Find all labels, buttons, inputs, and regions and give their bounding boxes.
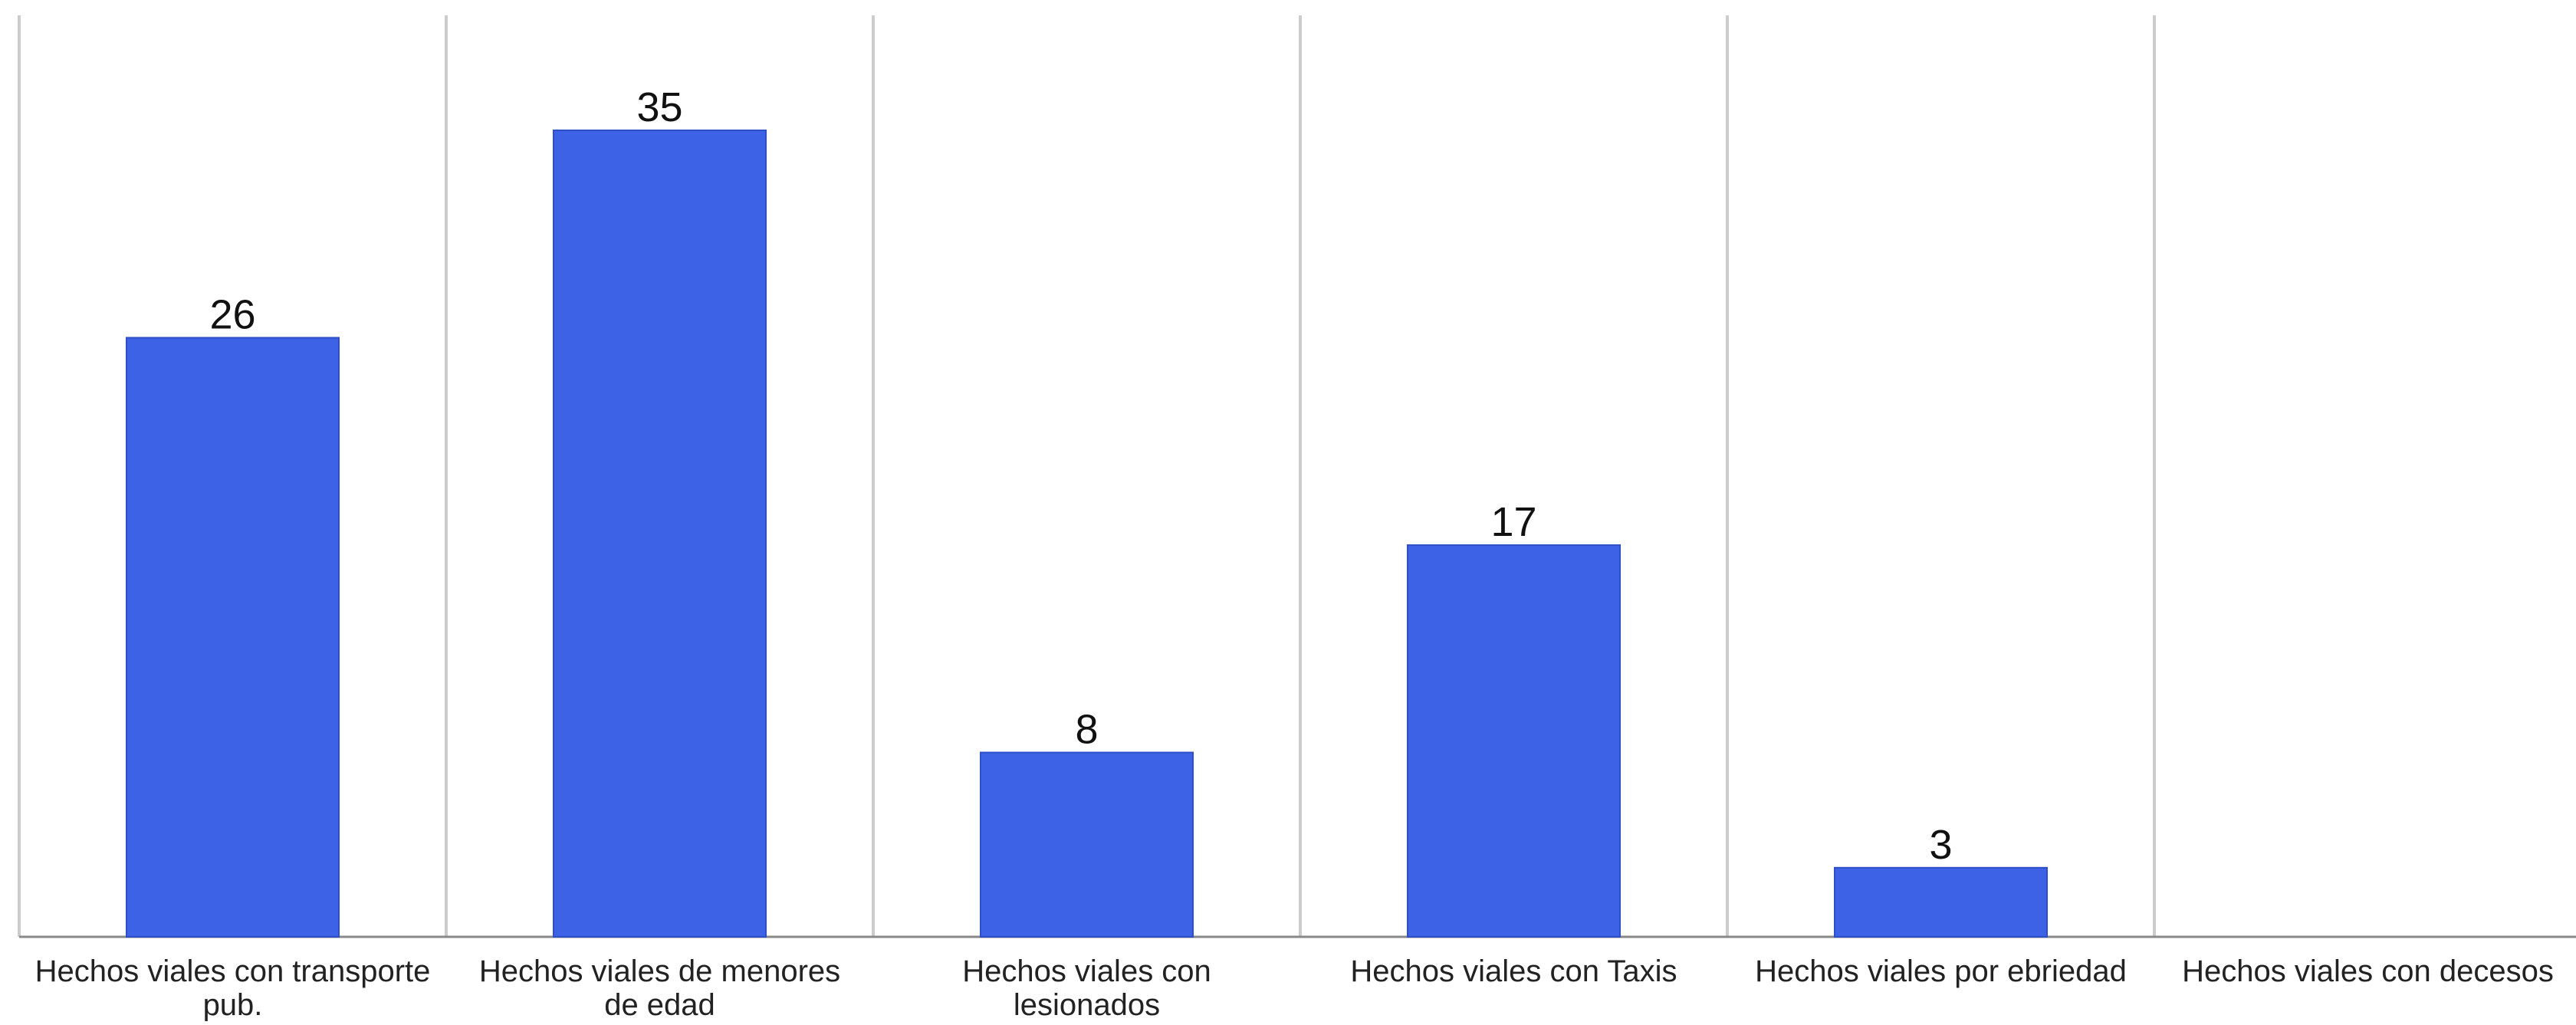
bar [553, 130, 767, 938]
x-tick-label: Hechos viales de menores de edad [479, 954, 840, 1021]
data-label: 3 [1929, 822, 1952, 868]
x-tick-label: Hechos viales con transporte pub. [35, 954, 431, 1021]
x-tick-label: Hechos viales por ebriedad [1755, 954, 2127, 988]
bar [980, 751, 1194, 938]
data-label: 8 [1075, 707, 1098, 753]
bar [126, 337, 340, 938]
data-label: 26 [209, 292, 255, 338]
x-tick-label: Hechos viales con lesionados [962, 954, 1211, 1021]
data-label: 17 [1490, 499, 1536, 545]
data-label: 35 [636, 84, 682, 130]
x-tick-label: Hechos viales con Taxis [1350, 954, 1677, 988]
x-tick-label: Hechos viales con decesos [2182, 954, 2554, 988]
bar [1407, 544, 1621, 938]
bar [1834, 866, 2048, 938]
